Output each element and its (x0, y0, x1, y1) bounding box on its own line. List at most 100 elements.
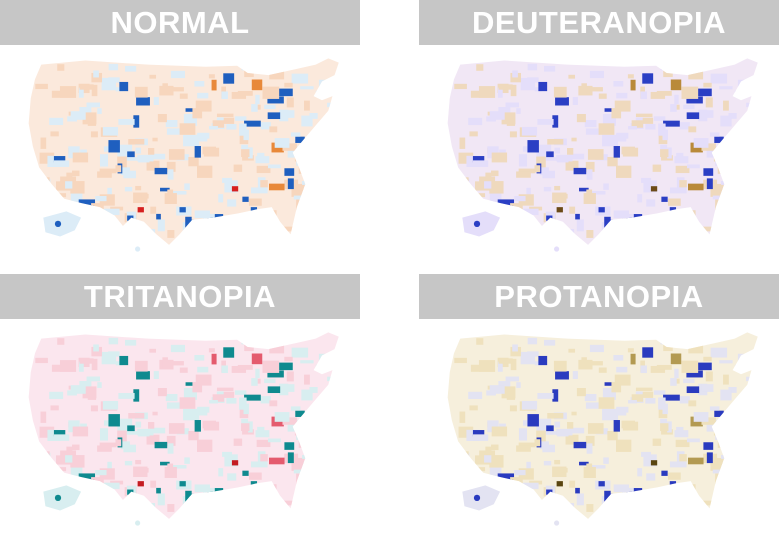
county-cell (309, 466, 319, 476)
county-cell (581, 357, 587, 369)
county-cell (267, 112, 281, 120)
county-cell (300, 86, 314, 90)
county-cell (284, 168, 295, 176)
county-cell (546, 215, 553, 221)
county-cell (682, 217, 689, 223)
county-cell (660, 337, 670, 342)
county-cell (630, 219, 646, 223)
county-cell (282, 143, 297, 151)
county-cell (554, 147, 561, 154)
county-cell (683, 104, 695, 110)
county-cell (716, 478, 730, 485)
county-cell (715, 199, 729, 211)
county-cell (221, 365, 228, 374)
county-cell (698, 500, 713, 506)
county-cell (211, 79, 217, 91)
county-cell (207, 488, 224, 495)
county-cell (627, 74, 634, 79)
county-cell (715, 429, 728, 440)
county-cell (110, 206, 124, 211)
county-cell (744, 189, 755, 198)
county-cell (241, 337, 251, 342)
county-cell (322, 425, 339, 435)
county-cell (546, 489, 553, 495)
county-cell (459, 451, 469, 458)
county-cell (470, 90, 480, 98)
county-cell (99, 154, 109, 167)
county-cell (719, 86, 733, 90)
county-cell (70, 465, 83, 477)
county-cell (728, 466, 738, 476)
county-cell (216, 113, 234, 118)
county-cell (79, 84, 94, 90)
county-cell (613, 484, 629, 493)
county-cell (167, 463, 174, 469)
county-cell (714, 136, 724, 143)
county-cell (630, 79, 636, 91)
county-cell (522, 208, 539, 216)
county-cell (571, 137, 577, 142)
county-cell (50, 131, 59, 137)
county-cell (309, 113, 318, 119)
county-cell (571, 411, 577, 416)
county-cell (586, 504, 594, 512)
county-cell (527, 140, 539, 153)
county-cell (179, 123, 196, 135)
county-cell (716, 217, 729, 226)
county-cell (242, 196, 249, 202)
county-cell (296, 473, 310, 485)
county-cell (208, 74, 215, 79)
county-cell (91, 72, 103, 83)
county-cell (317, 138, 330, 142)
county-cell (686, 370, 703, 378)
county-cell (286, 371, 294, 382)
county-cell (598, 207, 605, 213)
county-cell (552, 389, 559, 402)
county-cell (747, 411, 753, 417)
county-cell (669, 207, 677, 213)
county-cell (117, 144, 133, 157)
county-cell (674, 94, 679, 105)
county-cell (552, 466, 567, 478)
county-cell (127, 425, 135, 433)
county-cell (713, 426, 726, 436)
county-cell (102, 223, 116, 228)
county-cell (170, 465, 187, 469)
county-cell (33, 460, 41, 474)
county-cell (568, 74, 576, 79)
county-cell (86, 206, 97, 213)
county-cell (660, 63, 674, 71)
county-cell (273, 504, 281, 510)
county-cell (666, 223, 681, 230)
county-cell (670, 353, 682, 365)
county-cell (211, 493, 227, 497)
county-cell (247, 223, 262, 230)
county-cell (505, 102, 519, 108)
county-cell (54, 220, 62, 228)
county-cell (162, 83, 168, 95)
county-cell (79, 358, 94, 364)
county-cell (522, 482, 539, 490)
county-cell (514, 196, 526, 202)
county-cell (125, 157, 138, 161)
county-cell (212, 120, 225, 128)
county-cell (190, 219, 197, 225)
county-cell (237, 90, 253, 96)
county-cell (80, 214, 91, 225)
county-cell (560, 467, 568, 473)
county-cell (154, 167, 168, 175)
county-cell (257, 499, 264, 511)
county-cell (459, 177, 469, 184)
county-cell (233, 164, 243, 172)
county-cell (554, 459, 561, 465)
county-cell (118, 119, 135, 125)
county-cell (576, 219, 584, 232)
county-cell (660, 423, 669, 432)
county-cell (537, 119, 554, 125)
county-cell (710, 73, 728, 84)
county-cell (327, 376, 338, 382)
county-cell (167, 361, 184, 366)
county-cell (211, 219, 227, 223)
county-cell (137, 207, 144, 213)
county-cell (309, 442, 320, 446)
